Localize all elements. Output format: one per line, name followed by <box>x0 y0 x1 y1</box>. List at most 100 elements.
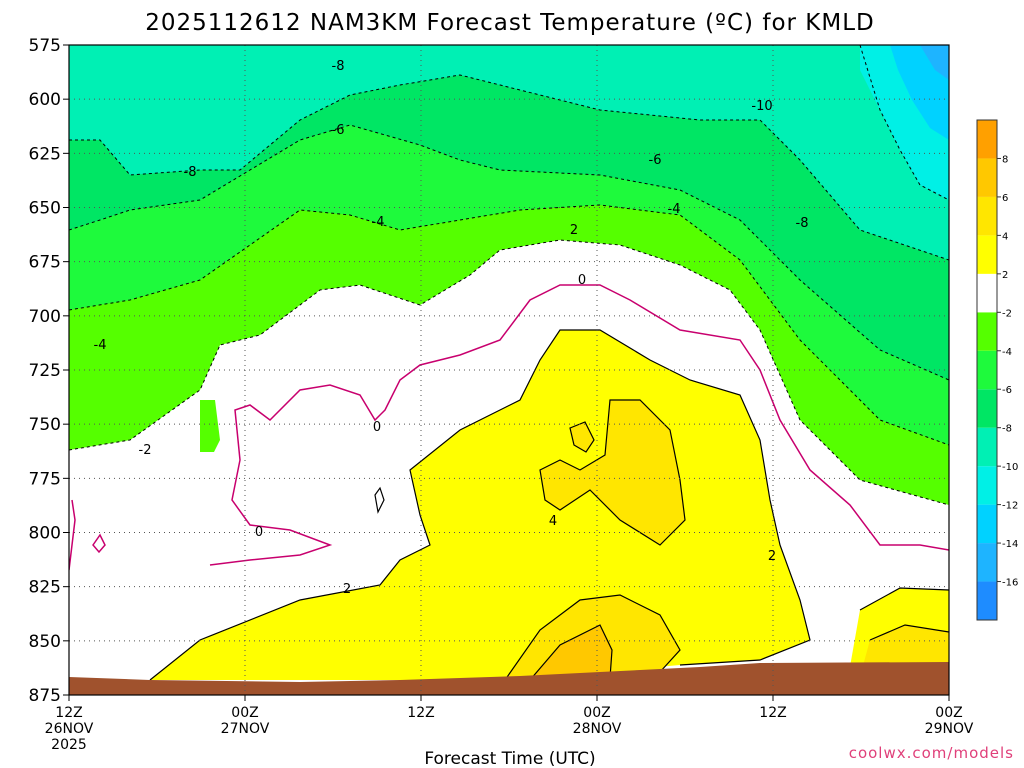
contour-label: 2 <box>768 549 776 564</box>
colorbar-label: -12 <box>1002 501 1018 512</box>
contour-label: -2 <box>139 443 152 458</box>
colorbar-swatch <box>977 504 997 544</box>
contour-label: -6 <box>649 153 662 168</box>
plot-area <box>69 45 949 695</box>
x-tick-label: 12Z <box>407 705 434 721</box>
contour-4-lower <box>504 594 681 681</box>
x-tick-label: 27NOV <box>221 721 270 737</box>
contour-label: 0 <box>255 525 263 540</box>
contour-zero <box>209 284 949 566</box>
colorbar-label: -16 <box>1002 578 1018 589</box>
colorbar-label: 6 <box>1002 193 1008 204</box>
chart-title: 2025112612 NAM3KM Forecast Temperature (… <box>145 10 874 36</box>
colorbar-label: -4 <box>1002 347 1012 358</box>
x-tick-label: 00Z <box>935 705 962 721</box>
contour-label: -4 <box>668 202 681 217</box>
contour-4-right <box>869 624 949 641</box>
contour-label: 2 <box>343 582 351 597</box>
x-tick-label: 26NOV <box>45 721 94 737</box>
contour-2-right <box>859 587 949 611</box>
x-tick-label: 00Z <box>583 705 610 721</box>
y-tick-label: 600 <box>29 90 61 110</box>
colorbar-swatch <box>977 273 997 313</box>
band-minus-16-to-minus-14 <box>920 45 949 80</box>
colorbar-swatch <box>977 312 997 351</box>
y-tick-label: 625 <box>29 144 61 164</box>
contour-minus-10 <box>859 45 949 201</box>
x-axis-label: Forecast Time (UTC) <box>424 749 595 768</box>
contour-zero-pocket <box>92 533 106 554</box>
positive-contours <box>149 329 949 681</box>
colorbar-label: -6 <box>1002 385 1012 396</box>
y-tick-label: 875 <box>29 686 61 706</box>
y-tick-label: 575 <box>29 36 61 56</box>
contour-label: -4 <box>94 338 107 353</box>
x-tick-label: 00Z <box>231 705 258 721</box>
colorbar-label: -14 <box>1002 539 1018 550</box>
band-6-to-8 <box>530 625 612 680</box>
colorbar-label: -2 <box>1002 308 1012 319</box>
colorbar-frame <box>976 119 998 621</box>
contour-label: 0 <box>373 420 381 435</box>
colorbar-swatch <box>977 581 997 620</box>
grid-lines <box>69 45 949 695</box>
colorbar-swatch <box>977 158 997 197</box>
contour-2 <box>149 329 811 681</box>
contour-minus-8 <box>69 74 949 261</box>
contour-label: -10 <box>751 99 772 114</box>
colorbar-swatch <box>977 235 997 274</box>
colorbar-label: 4 <box>1002 231 1008 242</box>
colorbar-swatch <box>977 543 997 582</box>
contour-label: 0 <box>578 273 586 288</box>
x-tick-label: 28NOV <box>573 721 622 737</box>
contour-labels: -10 -8 -8 -8 -6 -6 -4 -4 -4 -2 0 0 0 2 2 2 4 <box>94 59 809 597</box>
credit-label: coolwx.com/models <box>849 744 1014 762</box>
contour-label: 2 <box>570 223 578 238</box>
colorbar-swatch <box>977 120 997 159</box>
contour-4-upper <box>539 399 686 546</box>
contour-label: -8 <box>796 216 809 231</box>
x-tick-label: 12Z <box>55 705 82 721</box>
band-minus-4-to-minus-2-pocket <box>200 400 220 452</box>
contour-label: -4 <box>372 215 385 230</box>
terrain <box>69 662 949 695</box>
x-tick-label: 29NOV <box>925 721 974 737</box>
negative-contours <box>69 45 949 506</box>
colorbar-swatch <box>977 350 997 390</box>
contour-label: -8 <box>184 165 197 180</box>
contour-minus-2 <box>69 239 949 506</box>
y-tick-label: 800 <box>29 524 61 544</box>
y-tick-label: 725 <box>29 361 61 381</box>
colorbar-label: -8 <box>1002 424 1012 435</box>
y-axis: 575 600 625 650 675 700 725 750 775 800 825 850 875 <box>29 36 69 706</box>
contour-label: -8 <box>332 59 345 74</box>
y-tick-label: 775 <box>29 469 61 489</box>
colorbar-label: -10 <box>1002 462 1018 473</box>
contour-6 <box>529 624 613 681</box>
y-tick-label: 700 <box>29 307 61 327</box>
y-tick-label: 675 <box>29 253 61 273</box>
colorbar-label: 2 <box>1002 270 1008 281</box>
band-4-to-6-upper <box>540 400 685 545</box>
contour-label: 4 <box>549 514 557 529</box>
colorbar-label: 8 <box>1002 154 1008 165</box>
colorbar-swatch <box>977 427 997 467</box>
colorbar: -16 -14 -12 -10 -8 -6 -4 -2 2 4 6 8 <box>976 119 1018 621</box>
contour-minus-4 <box>69 204 949 446</box>
colorbar-swatch <box>977 389 997 428</box>
colorbar-swatch <box>977 196 997 236</box>
freezing-contours <box>69 284 949 571</box>
contour-label: -6 <box>332 123 345 138</box>
y-tick-label: 750 <box>29 415 61 435</box>
y-tick-label: 650 <box>29 199 61 219</box>
y-tick-label: 850 <box>29 632 61 652</box>
y-tick-label: 825 <box>29 578 61 598</box>
band-4-to-6-pocket <box>570 422 594 452</box>
contour-zero-left <box>69 499 76 571</box>
contour-4-pocket <box>569 421 595 453</box>
x-tick-label: 2025 <box>51 737 87 753</box>
colorbar-swatch <box>977 466 997 505</box>
x-tick-label: 12Z <box>759 705 786 721</box>
